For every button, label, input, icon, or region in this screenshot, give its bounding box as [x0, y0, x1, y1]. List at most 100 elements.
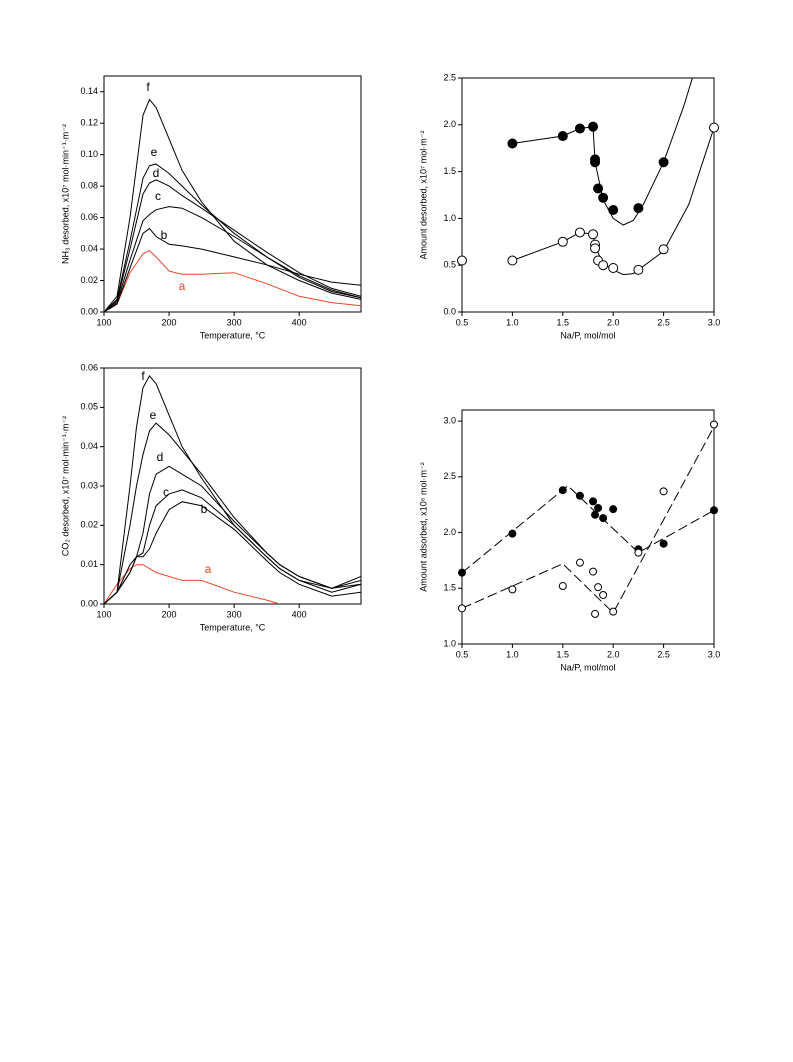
chart: 100 200 300 400 0.00 0.02 0.04 0.06 0.08 0.10 0.12… — [60, 75, 362, 340]
y-tick-label: 0.04 — [80, 441, 98, 451]
y-tick-label: 2.0 — [443, 527, 456, 537]
data-point — [633, 264, 644, 275]
x-tick-label: 1.5 — [557, 649, 570, 659]
data-point — [507, 138, 518, 149]
y-tick-label: 0.14 — [80, 86, 98, 96]
x-tick-label: 1.0 — [506, 317, 519, 327]
plot-frame — [461, 77, 715, 313]
data-point — [659, 539, 668, 548]
data-point — [588, 121, 599, 132]
data-line — [104, 98, 361, 312]
data-point — [710, 420, 718, 429]
data-point — [659, 487, 668, 496]
data-point — [558, 486, 567, 495]
y-tick-label: 1.5 — [443, 166, 456, 176]
fit-line — [512, 127, 714, 276]
series-label: e — [150, 408, 157, 422]
data-line — [104, 489, 361, 604]
data-point — [710, 506, 718, 515]
y-tick-label: 2.5 — [443, 471, 456, 481]
x-tick-label: 3.0 — [708, 649, 721, 659]
x-tick-label: 0.5 — [456, 317, 469, 327]
y-axis-label: CO₂ desorbed, x10⁷ mol·min⁻¹·m⁻² — [60, 416, 70, 556]
x-tick-label: 200 — [162, 609, 177, 619]
data-point — [598, 192, 609, 203]
data-point — [508, 585, 517, 594]
data-line — [104, 422, 361, 604]
data-point — [658, 244, 669, 255]
plot-frame — [103, 367, 362, 605]
y-axis-label: Amount adsorbed, x10⁶ mol·m⁻² — [418, 462, 428, 592]
data-line — [104, 375, 361, 604]
y-tick-label: 1.5 — [443, 583, 456, 593]
x-tick-label: 100 — [96, 609, 111, 619]
y-axis-label: Amount desorbed, x10⁷ mol·m⁻² — [418, 130, 428, 259]
x-axis-label: Na/P, mol/mol — [560, 662, 615, 672]
y-tick-label: 0.05 — [80, 402, 98, 412]
series-label: f — [146, 80, 150, 94]
fit-line — [462, 485, 714, 574]
y-tick-label: 0.06 — [80, 362, 98, 372]
x-tick-label: 400 — [292, 317, 307, 327]
x-tick-label: 2.5 — [657, 317, 670, 327]
data-point — [609, 607, 618, 616]
x-tick-label: 300 — [227, 609, 242, 619]
data-point — [507, 255, 518, 266]
data-point — [608, 204, 619, 215]
data-point — [590, 243, 601, 254]
y-tick-label: 0.02 — [80, 520, 98, 530]
data-point — [658, 157, 669, 168]
x-tick-label: 2.0 — [607, 649, 620, 659]
data-point — [599, 590, 608, 599]
series-label: c — [163, 485, 169, 499]
y-tick-label: 0.00 — [80, 306, 98, 316]
y-tick-label: 0.08 — [80, 181, 98, 191]
data-point — [575, 491, 584, 500]
data-point — [633, 203, 644, 214]
data-point — [634, 548, 643, 557]
plot-frame — [461, 409, 715, 645]
data-point — [709, 122, 719, 133]
x-tick-label: 200 — [162, 317, 177, 327]
data-point — [574, 227, 585, 238]
data-line — [104, 163, 361, 312]
data-point — [593, 183, 604, 194]
data-point — [457, 255, 467, 266]
y-tick-label: 2.0 — [443, 119, 456, 129]
y-tick-label: 2.5 — [443, 72, 456, 82]
data-point — [591, 609, 600, 618]
series-label: b — [201, 502, 208, 516]
y-tick-label: 0.02 — [80, 275, 98, 285]
x-tick-label: 2.5 — [657, 649, 670, 659]
data-point — [458, 568, 466, 577]
x-tick-label: 100 — [96, 317, 111, 327]
data-point — [558, 582, 567, 591]
data-point — [608, 263, 619, 274]
y-tick-label: 0.01 — [80, 559, 98, 569]
series-label: a — [205, 562, 212, 576]
chart: 0.5 1.0 1.5 2.0 2.5 3.01.01.52.02.53.0Na/P, m… — [418, 409, 721, 672]
y-tick-label: 0.5 — [443, 260, 456, 270]
data-point — [591, 510, 600, 519]
series-label: d — [153, 166, 160, 180]
data-point — [575, 558, 584, 567]
series-label: d — [157, 450, 164, 464]
y-tick-label: 0.00 — [80, 598, 98, 608]
data-line — [104, 465, 361, 604]
data-point — [589, 497, 598, 506]
y-tick-label: 0.06 — [80, 212, 98, 222]
data-point — [599, 514, 608, 523]
data-point — [588, 229, 599, 240]
series-label: c — [155, 189, 161, 203]
data-point — [594, 504, 603, 513]
chart: 0.5 1.0 1.5 2.0 2.5 3.00.00.51.01.52.02.5Na/P… — [418, 72, 720, 340]
y-tick-label: 3.0 — [443, 416, 456, 426]
data-point — [508, 529, 517, 538]
series-label: e — [151, 145, 158, 159]
chart: 100 200 300 400 0.00 0.01 0.02 0.03 0.04 0.05 0.06… — [60, 362, 362, 632]
series-label: f — [141, 369, 145, 383]
series-label: b — [161, 228, 168, 242]
x-tick-label: 0.5 — [456, 649, 469, 659]
data-point — [598, 260, 609, 271]
